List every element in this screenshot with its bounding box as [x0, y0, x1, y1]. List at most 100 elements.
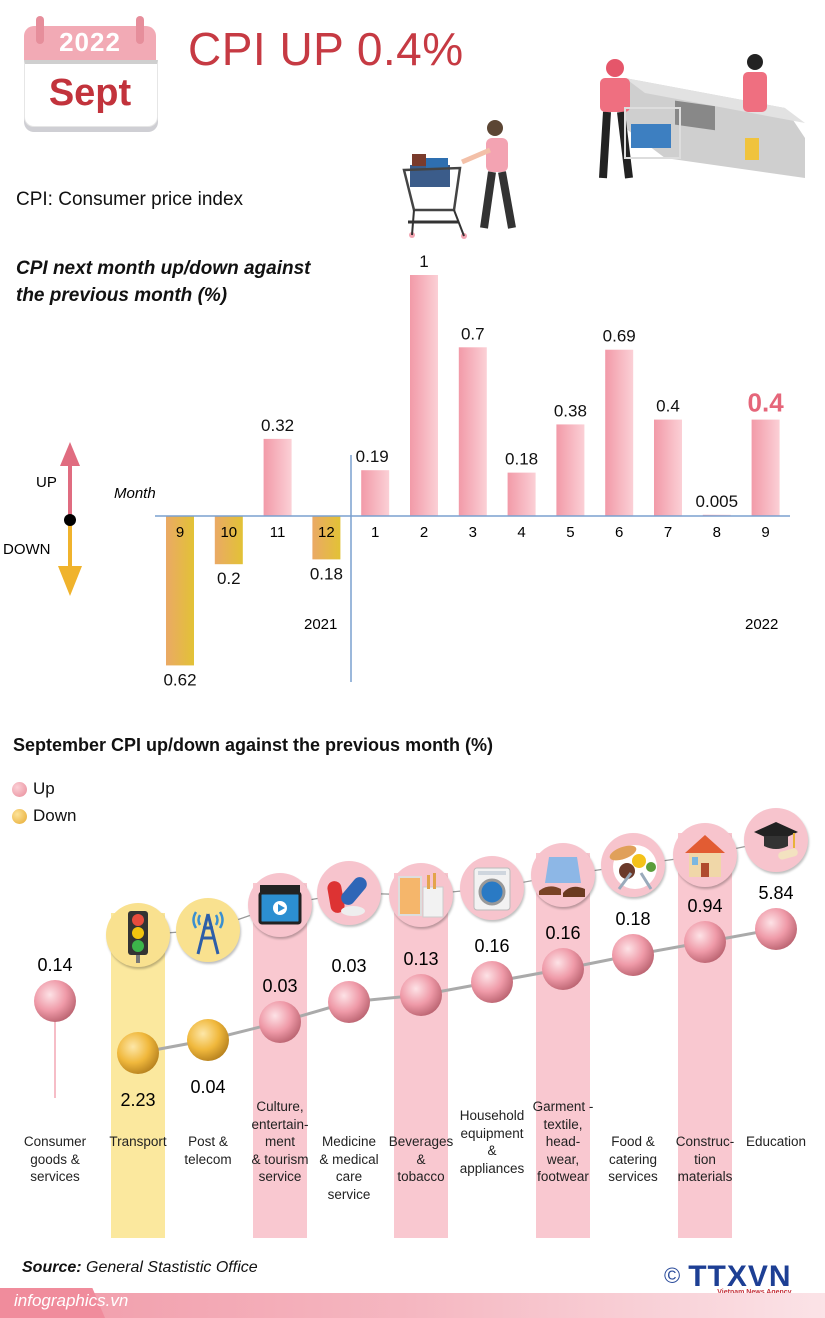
agency-name: Vietnam News Agency [688, 1289, 791, 1296]
value-dot-down [117, 1032, 159, 1074]
bar-value-label: 0.005 [696, 492, 739, 511]
category-label-line: footwear [537, 1169, 589, 1184]
category-label-line: Food & [611, 1134, 655, 1149]
category-label-line: wear, [546, 1151, 580, 1167]
value-dot-up [400, 974, 442, 1016]
bar-value-label: 0.69 [603, 327, 636, 346]
house-icon [673, 823, 737, 887]
category-label-line: textile, [543, 1116, 583, 1132]
category-label-line: Transport [109, 1134, 167, 1149]
category-value-label: 0.03 [331, 956, 366, 976]
category-label-line: materials [677, 1169, 733, 1184]
source-value: General Stastistic Office [86, 1259, 258, 1276]
category-label-line: service [327, 1186, 371, 1202]
down-arrow-icon [58, 566, 82, 596]
bar-2021-11 [263, 438, 292, 516]
legend-item-up: Up [12, 779, 55, 799]
bar-value-label: 0.4 [656, 397, 680, 416]
bar-2021-10 [214, 516, 243, 565]
category-label-line: & [416, 1151, 426, 1167]
traffic-light-icon [106, 903, 170, 967]
bar-value-label: 0.7 [461, 324, 485, 343]
category-label-line: & medical [319, 1151, 379, 1167]
washing-machine-icon [460, 856, 524, 920]
value-dot-up [612, 934, 654, 976]
legend-down-dot-icon [12, 808, 27, 824]
category-label-line: care [335, 1169, 363, 1184]
bar-value-label: 0.2 [217, 569, 241, 588]
year-label-2022: 2022 [745, 616, 778, 633]
trend-connector-line [137, 927, 777, 1055]
calendar-badge: 2022 Sept [24, 16, 158, 130]
bar-2021-9 [166, 516, 194, 666]
shopper-cart-illustration [402, 120, 516, 239]
page-title: CPI UP 0.4% [188, 23, 464, 75]
highlight-column-band [111, 913, 165, 1238]
bar-value-label: 1 [419, 252, 428, 271]
calendar-year: 2022 [59, 27, 121, 57]
legend-up-label: Up [33, 779, 55, 798]
category-label: Consumer goods & services [15, 1133, 95, 1186]
value-dot-up [755, 908, 797, 950]
value-dot-up [259, 1001, 301, 1043]
cpi-definition: CPI: Consumer price index [16, 189, 244, 210]
origin-dot [64, 514, 76, 526]
calendar-ring-icon [136, 16, 144, 44]
shopper-person [461, 120, 516, 229]
bar-2022-7 [654, 419, 682, 516]
category-label: Transport [98, 1133, 178, 1151]
category-label-line: ment [264, 1134, 295, 1149]
value-dot-up [684, 921, 726, 963]
category-label: Culture, entertain-ment & tourism service [240, 1098, 320, 1186]
highlight-value-label: 0.4 [748, 388, 785, 418]
bar-2022-5 [556, 424, 585, 516]
calendar-body [24, 60, 158, 127]
bar-2022-6 [605, 349, 634, 516]
category-label: Household equipment & appliances [452, 1107, 532, 1177]
category-label-line: Consumer [23, 1134, 87, 1149]
legend-down-label: DOWN [3, 541, 51, 558]
highlight-column-band [253, 883, 307, 1238]
category-label-line: Construc- [675, 1134, 735, 1149]
month-tick-label: 6 [615, 524, 623, 541]
category-label-line: & [487, 1143, 497, 1158]
category-value-label: 0.14 [37, 955, 72, 975]
category-value-label: 0.16 [474, 936, 509, 956]
category-value-label: 0.03 [262, 976, 297, 996]
category-value-label: 2.23 [120, 1090, 155, 1110]
category-label-line: appliances [459, 1160, 525, 1176]
site-link[interactable]: infographics.vn [14, 1291, 129, 1310]
category-label: Post & telecom [168, 1133, 248, 1168]
legend-up-dot-icon [12, 781, 27, 797]
bar-value-label: 0.18 [310, 564, 343, 583]
calendar-month: Sept [48, 72, 132, 114]
category-value-label: 0.94 [687, 896, 722, 916]
checkout-counter-illustration [599, 54, 805, 179]
monthly-chart-title-line1: CPI next month up/down against [16, 258, 311, 279]
bar-2022-9 [751, 419, 780, 516]
month-tick-label: 3 [469, 524, 477, 541]
highlight-column-band [394, 873, 448, 1238]
category-label-line: Household [459, 1108, 525, 1123]
category-label-line: & tourism [251, 1151, 309, 1167]
category-label-line: service [258, 1169, 302, 1184]
bar-2022-3 [458, 347, 487, 516]
category-label: Medicine & medical care service [309, 1133, 389, 1203]
calendar-ring-icon [36, 16, 44, 44]
category-label-line: Medicine [321, 1134, 377, 1149]
category-label-line: entertain- [251, 1116, 309, 1132]
category-label-line: goods & [30, 1151, 80, 1167]
category-label-line: Post & [188, 1134, 228, 1149]
value-dot-up [34, 980, 76, 1022]
bar-2022-1 [361, 470, 390, 516]
graduation-cap-icon [744, 808, 808, 872]
category-label-line: Education [745, 1134, 807, 1149]
month-tick-label: 8 [713, 524, 721, 541]
month-tick-label: 7 [664, 524, 672, 541]
category-value-label: 0.04 [190, 1077, 225, 1097]
shirt-shoes-icon [531, 843, 595, 907]
bar-2022-2 [410, 275, 438, 516]
monthly-cpi-bar-chart: Month 2021 2022 90.62100.2110.32120.1810… [114, 252, 790, 689]
bar-value-label: 0.32 [261, 416, 294, 435]
category-label: Education [736, 1133, 816, 1151]
